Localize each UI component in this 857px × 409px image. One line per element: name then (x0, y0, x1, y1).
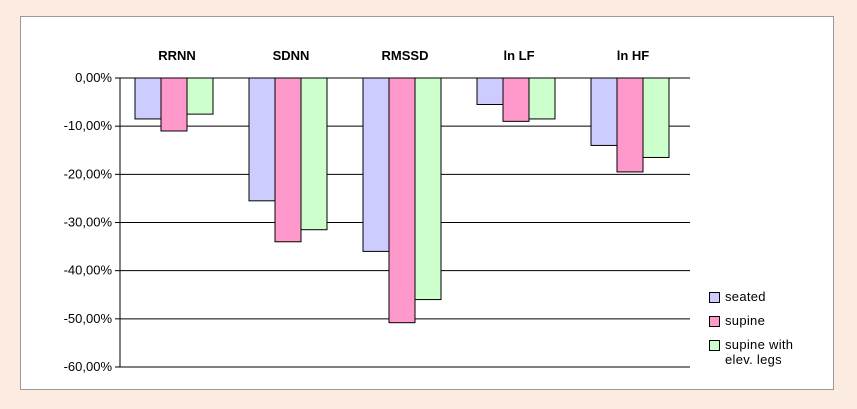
bar-seated (248, 77, 276, 202)
legend-item: supine with elev. legs (709, 337, 793, 367)
category-label: ln HF (617, 48, 650, 63)
bar-seated (476, 77, 504, 105)
y-tick-label: -10,00% (64, 118, 113, 133)
y-tick-label: -30,00% (64, 215, 113, 230)
y-tick-label: -50,00% (64, 311, 113, 326)
legend-label: supine with elev. legs (725, 337, 794, 367)
y-tick-label: -60,00% (64, 359, 113, 374)
chart-frame: 0,00% -10,00% -20,00% -30,00% -40,00% -50,00%… (20, 16, 834, 390)
bar-supine-with (528, 77, 556, 120)
bar-supine-with (186, 77, 214, 115)
bar-supine-with (414, 77, 442, 301)
bar-chart: 0,00% -10,00% -20,00% -30,00% -40,00% -50,00%… (64, 48, 690, 374)
bar-seated (362, 77, 390, 252)
bar-supine (388, 77, 416, 324)
category-label: ln LF (503, 48, 534, 63)
y-tick-label: -40,00% (64, 263, 113, 278)
legend-label: supine (725, 313, 766, 328)
legend-label: seated (725, 289, 766, 304)
bar-supine-with (642, 77, 670, 158)
y-tick-label: -20,00% (64, 166, 113, 181)
bar-supine (274, 77, 302, 243)
bar-supine (616, 77, 644, 173)
legend-swatch (709, 292, 720, 303)
bar-supine (160, 77, 188, 132)
bar-seated (134, 77, 162, 120)
legend-swatch (709, 316, 720, 327)
legend-item: seated (709, 289, 766, 304)
y-tick-label: 0,00% (75, 70, 112, 85)
category-label: SDNN (273, 48, 310, 63)
bar-supine (502, 77, 530, 122)
legend-swatch (709, 340, 720, 351)
bar-supine-with (300, 77, 328, 231)
category-label: RMSSD (382, 48, 429, 63)
legend-item: supine (709, 313, 765, 328)
bar-seated (590, 77, 618, 146)
category-label: RRNN (158, 48, 196, 63)
